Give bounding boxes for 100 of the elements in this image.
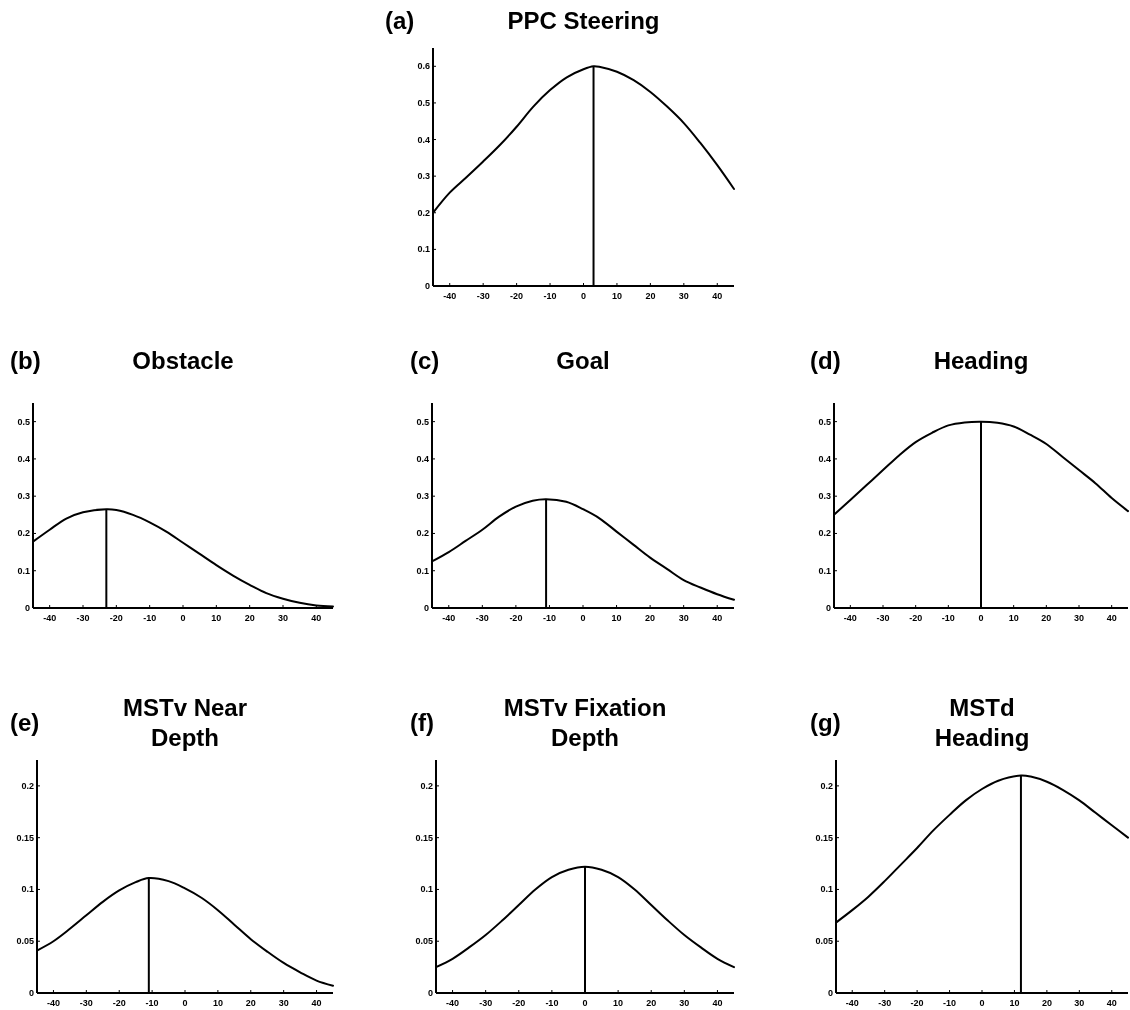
y-tick-label: 0.3 [818,491,831,502]
y-tick-label: 0.1 [417,244,430,255]
y-tick-label: 0.4 [17,453,30,464]
x-tick-label: 10 [611,613,622,623]
y-tick-label: 0.1 [17,565,30,576]
text: (c) [410,347,440,374]
y-tick-label: 0 [24,603,30,613]
y-tick-label: 0 [827,988,833,998]
x-tick-label: -40 [446,998,460,1008]
y-tick-label: 0.5 [17,416,30,427]
x-tick-label: 10 [611,291,622,301]
text: (g) [810,709,841,736]
x-tick-label: -30 [479,998,493,1008]
y-tick-label: 0.15 [16,832,34,843]
x-tick-label: 20 [244,613,255,623]
x-tick-label: 20 [1041,613,1052,623]
x-tick-label: -30 [476,291,490,301]
x-tick-label: -40 [442,613,456,623]
x-tick-label: 40 [712,291,723,301]
x-tick-label: 30 [1074,998,1085,1008]
x-tick-label: 0 [580,613,586,623]
x-tick-label: -20 [512,998,526,1008]
chart-title: MSTv Fixation Depth [503,694,667,751]
x-tick-label: 40 [1106,613,1117,623]
x-tick-label: 30 [678,291,689,301]
x-tick-label: 40 [311,998,322,1008]
text: (b) [10,347,41,374]
y-tick-label: 0.15 [815,832,833,843]
y-tick-label: 0.15 [415,832,433,843]
x-tick-label: -40 [843,613,857,623]
y-tick-label: 0 [825,603,831,613]
y-tick-label: 0.4 [818,453,831,464]
x-tick-label: -10 [543,291,557,301]
x-tick-label: 30 [678,613,689,623]
chart-title: Heading [933,347,1029,374]
x-tick-label: 30 [679,998,690,1008]
chart-title: MSTd Heading [934,694,1030,751]
y-tick-label: 0.5 [818,416,831,427]
x-tick-label: -10 [941,613,955,623]
x-tick-label: 0 [580,291,587,301]
y-tick-label: 0.2 [21,780,34,791]
y-tick-label: 0.3 [416,491,429,502]
x-tick-label: -20 [109,613,123,623]
x-tick-label: -30 [878,998,892,1008]
x-tick-label: -20 [510,291,524,301]
y-tick-label: 0.1 [21,884,34,895]
x-tick-label: 40 [712,998,723,1008]
y-tick-label: 0.3 [417,171,430,182]
x-tick-label: -30 [79,998,93,1008]
x-tick-label: 20 [1041,998,1052,1008]
y-tick-label: 0.4 [417,134,430,145]
x-tick-label: 30 [278,998,289,1008]
y-tick-label: 0 [424,281,430,291]
y-tick-label: 0 [28,988,34,998]
x-tick-label: 0 [979,998,985,1008]
x-tick-label: 0 [978,613,984,623]
x-tick-label: 40 [1106,998,1117,1008]
x-tick-label: 20 [646,998,657,1008]
x-tick-label: -10 [943,998,957,1008]
x-tick-label: -10 [145,998,159,1008]
y-tick-label: 0.5 [417,97,430,108]
y-tick-label: 0.5 [416,416,429,427]
text: (d) [810,347,841,374]
x-tick-label: 10 [211,613,222,623]
y-tick-label: 0.6 [417,61,430,72]
chart-title: Obstacle [132,347,234,374]
x-tick-label: -10 [545,998,559,1008]
text: (a) [385,7,415,34]
y-tick-label: 0 [427,988,433,998]
y-tick-label: 0.2 [420,780,433,791]
x-tick-label: -40 [443,291,457,301]
x-tick-label: -10 [143,613,157,623]
x-tick-label: -30 [475,613,489,623]
x-tick-label: 0 [180,613,186,623]
x-tick-label: 20 [645,291,656,301]
chart-title: PPC Steering [507,7,660,34]
x-tick-label: 10 [1009,998,1020,1008]
x-tick-label: 10 [212,998,223,1008]
x-tick-label: 20 [245,998,256,1008]
x-tick-label: 10 [613,998,624,1008]
y-tick-label: 0.1 [820,884,833,895]
x-tick-label: -40 [43,613,57,623]
x-tick-label: 30 [277,613,289,623]
x-tick-label: 40 [712,613,723,623]
y-tick-label: 0.2 [416,528,429,539]
y-tick-label: 0 [423,603,429,613]
x-tick-label: -20 [112,998,126,1008]
y-tick-label: 0.1 [420,884,433,895]
x-tick-label: 0 [182,998,188,1008]
y-tick-label: 0.2 [820,780,833,791]
x-tick-label: 30 [1073,613,1085,623]
x-tick-label: 0 [582,998,588,1008]
x-tick-label: -20 [910,998,924,1008]
y-tick-label: 0.1 [416,565,429,576]
x-tick-label: -30 [76,613,90,623]
x-tick-label: 40 [311,613,322,623]
x-tick-label: -20 [509,613,523,623]
x-tick-label: 20 [645,613,656,623]
x-tick-label: -30 [876,613,890,623]
y-tick-label: 0.3 [17,491,30,502]
